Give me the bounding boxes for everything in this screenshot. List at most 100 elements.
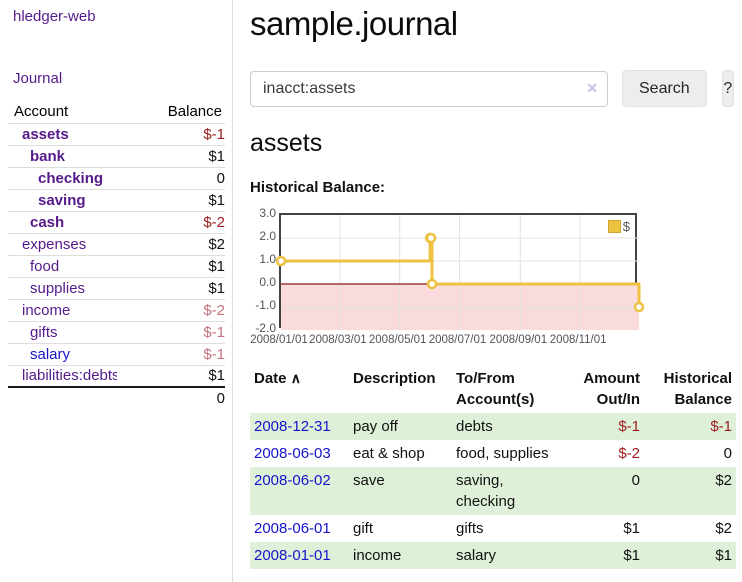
y-axis-tick-label: -1.0: [255, 298, 276, 312]
search-input[interactable]: [250, 70, 608, 107]
accounts-total-row: 0: [8, 387, 225, 409]
transaction-row: 2008-06-03 eat & shop food, supplies $-2 0: [250, 440, 736, 467]
accounts-table: Account Balance assets $-1 bank $1 checking 0…: [8, 101, 225, 409]
transaction-date-link[interactable]: 2008-01-01: [254, 547, 331, 564]
account-row: food $1: [8, 255, 225, 277]
transaction-description: eat & shop: [353, 445, 425, 462]
page-title: sample.journal: [250, 5, 458, 42]
transaction-description: income: [353, 547, 402, 564]
description-column-header: Description: [353, 370, 436, 387]
help-button[interactable]: ?: [721, 70, 734, 107]
account-link[interactable]: bank: [30, 147, 66, 165]
account-row: saving $1: [8, 189, 225, 211]
sidebar-item-journal[interactable]: Journal: [13, 70, 63, 87]
balance-column-header: Balance: [167, 103, 222, 121]
date-column-header[interactable]: Date ∧: [254, 370, 301, 387]
brand-link[interactable]: hledger-web: [13, 8, 96, 25]
account-balance: $2: [208, 235, 225, 253]
account-row: income $-2: [8, 299, 225, 321]
account-row: cash $-2: [8, 211, 225, 233]
amount-column-header: Amount Out/In: [583, 370, 640, 408]
x-axis-tick-label: 2008/09/01: [489, 334, 548, 346]
search-button[interactable]: Search: [622, 70, 707, 107]
accounts-column-header: To/From Account(s): [456, 370, 535, 408]
chart-legend: $: [605, 218, 632, 235]
x-axis-tick-label: 2008/11/01: [549, 334, 607, 346]
account-row: bank $1: [8, 145, 225, 167]
account-balance: $1: [208, 257, 225, 275]
transaction-balance: $-1: [710, 418, 732, 435]
transaction-date-link[interactable]: 2008-06-01: [254, 520, 331, 537]
sort-ascending-icon: ∧: [290, 370, 301, 386]
y-axis-tick-label: 2.0: [259, 229, 276, 243]
account-link[interactable]: liabilities:debts: [22, 367, 117, 385]
y-axis-tick-label: -2.0: [255, 321, 276, 335]
x-axis-tick-label: 2008/07/01: [428, 334, 487, 346]
account-row: expenses $2: [8, 233, 225, 255]
account-link[interactable]: supplies: [30, 279, 86, 297]
clear-search-icon[interactable]: ✕: [586, 79, 598, 96]
transactions-table: Date ∧ Description To/From Account(s) Am…: [250, 366, 736, 569]
legend-swatch-icon: [607, 220, 621, 233]
x-axis-tick-label: 2008/05/01: [368, 334, 427, 346]
search-form: ✕ Search ?: [250, 70, 734, 107]
account-balance: $1: [208, 191, 225, 209]
transaction-balance: $2: [715, 520, 732, 537]
account-balance: $1: [208, 367, 225, 385]
transaction-amount: $-1: [618, 418, 640, 435]
transaction-amount: $-2: [618, 445, 640, 462]
account-row: salary $-1: [8, 343, 225, 365]
account-link[interactable]: expenses: [22, 235, 87, 253]
transaction-balance: $1: [715, 547, 732, 564]
transaction-description: pay off: [353, 418, 398, 435]
legend-label: $: [622, 219, 630, 234]
transaction-accounts: salary: [456, 547, 497, 564]
account-balance: $-2: [203, 301, 225, 319]
chart-title: Historical Balance:: [250, 179, 386, 196]
account-balance: $-1: [203, 125, 225, 143]
transaction-date-link[interactable]: 2008-12-31: [254, 418, 331, 435]
chart-plot-area: $: [275, 213, 645, 330]
sidebar: hledger-web Journal Account Balance asse…: [0, 0, 233, 582]
transaction-row: 2008-01-01 income salary $1 $1: [250, 542, 736, 569]
account-link[interactable]: saving: [38, 191, 86, 209]
transaction-amount: $1: [623, 547, 640, 564]
transaction-date-link[interactable]: 2008-06-02: [254, 472, 331, 489]
accounts-table-header: Account Balance: [8, 101, 225, 123]
transaction-row: 2008-06-01 gift gifts $1 $2: [250, 515, 736, 542]
account-column-header: Account: [14, 103, 69, 121]
account-row: assets $-1: [8, 123, 225, 145]
account-balance: $1: [208, 279, 225, 297]
accounts-tbody: Account Balance assets $-1 bank $1 checking 0…: [8, 101, 225, 387]
account-row: liabilities:debts $1: [8, 365, 225, 387]
account-row: supplies $1: [8, 277, 225, 299]
account-link[interactable]: cash: [30, 213, 65, 231]
transaction-row: 2008-06-02 save saving, checking 0 $2: [250, 467, 736, 515]
transaction-accounts: saving, checking: [456, 472, 516, 510]
account-balance: $-1: [203, 345, 225, 363]
balance-column-header-txn: Historical Balance: [663, 370, 732, 408]
transaction-row: 2008-12-31 pay off debts $-1 $-1: [250, 413, 736, 440]
account-balance: $-1: [203, 323, 225, 341]
chart-svg: [275, 215, 645, 330]
account-link[interactable]: assets: [22, 125, 69, 143]
account-link[interactable]: income: [22, 301, 71, 319]
account-heading: assets: [250, 129, 323, 157]
account-link[interactable]: gifts: [30, 323, 58, 341]
account-link[interactable]: food: [30, 257, 60, 275]
account-link[interactable]: salary: [30, 345, 71, 363]
account-link[interactable]: checking: [38, 169, 104, 187]
main-content: sample.journal ✕ Search ? assets Histori…: [234, 0, 742, 582]
y-axis-tick-label: 1.0: [259, 252, 276, 266]
account-row: checking 0: [8, 167, 225, 189]
balance-chart: 3.0 2.0 1.0 0.0 -1.0 -2.0 $ 2008/01/01 2008/03…: [250, 205, 730, 351]
transaction-description: save: [353, 472, 385, 489]
y-axis-tick-label: 0.0: [259, 275, 276, 289]
transaction-date-link[interactable]: 2008-06-03: [254, 445, 331, 462]
transaction-amount: $1: [623, 520, 640, 537]
account-balance: $-2: [203, 213, 225, 231]
x-axis-tick-label: 2008/03/01: [309, 334, 367, 346]
transaction-accounts: debts: [456, 418, 493, 435]
transactions-header-row: Date ∧ Description To/From Account(s) Am…: [250, 366, 736, 413]
y-axis-tick-label: 3.0: [259, 206, 276, 220]
